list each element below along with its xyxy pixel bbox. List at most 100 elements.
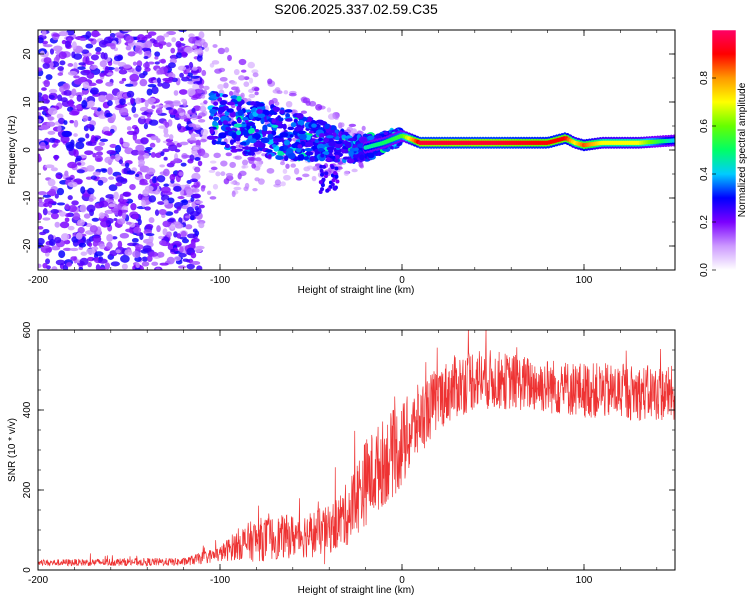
x-tick-label: 0 xyxy=(399,275,405,286)
spectral-blob xyxy=(256,113,266,118)
noise-blob xyxy=(283,174,291,181)
noise-blob xyxy=(145,233,155,237)
spectral-blob xyxy=(347,138,356,142)
noise-blob xyxy=(44,198,54,204)
noise-blob xyxy=(192,94,201,99)
noise-blob xyxy=(285,163,290,169)
noise-blob xyxy=(114,67,120,72)
noise-blob xyxy=(126,170,136,175)
spectral-blob xyxy=(318,180,323,185)
noise-blob xyxy=(135,65,142,72)
noise-blob xyxy=(194,205,199,211)
spectral-blob xyxy=(287,152,296,160)
noise-blob xyxy=(122,142,130,148)
noise-blob xyxy=(90,32,101,37)
noise-blob xyxy=(274,179,281,186)
noise-blob xyxy=(119,137,124,145)
noise-blob xyxy=(215,171,221,177)
noise-blob xyxy=(181,76,190,82)
noise-blob xyxy=(59,85,65,93)
noise-blob xyxy=(167,144,178,152)
chart-title: S206.2025.337.02.59.C35 xyxy=(274,1,438,17)
noise-blob xyxy=(203,100,208,105)
noise-blob xyxy=(41,94,49,101)
noise-blob xyxy=(115,144,122,153)
noise-blob xyxy=(73,62,78,70)
noise-blob xyxy=(134,97,142,104)
noise-blob xyxy=(196,54,203,62)
noise-blob xyxy=(83,213,91,219)
colorbar-bar xyxy=(712,30,736,270)
noise-blob xyxy=(86,72,95,79)
spectral-blob xyxy=(289,134,294,138)
noise-blob xyxy=(209,160,217,164)
noise-blob xyxy=(78,266,84,270)
spectral-blob xyxy=(209,127,215,135)
noise-blob xyxy=(45,258,51,265)
noise-blob xyxy=(214,68,222,74)
y-tick-label: 20 xyxy=(22,48,33,60)
noise-blob xyxy=(225,152,233,157)
noise-blob xyxy=(67,195,73,201)
noise-blob xyxy=(58,117,65,125)
noise-blob xyxy=(73,53,83,60)
noise-blob xyxy=(191,114,198,121)
noise-blob xyxy=(124,249,133,256)
noise-blob xyxy=(101,168,108,173)
spectral-blob xyxy=(305,151,314,156)
spectral-blob xyxy=(328,141,336,147)
noise-blob xyxy=(234,155,242,160)
noise-blob xyxy=(170,47,176,54)
noise-blob xyxy=(106,241,113,250)
noise-blob xyxy=(251,69,259,74)
noise-blob xyxy=(152,176,157,184)
noise-blob xyxy=(121,112,129,116)
noise-blob xyxy=(168,62,176,69)
spectral-blob xyxy=(383,131,389,135)
noise-blob xyxy=(228,90,234,96)
noise-blob xyxy=(125,116,132,121)
noise-blob xyxy=(244,182,250,190)
ridge-core xyxy=(671,138,675,143)
noise-blob xyxy=(151,261,159,266)
noise-blob xyxy=(157,82,163,87)
noise-blob xyxy=(99,267,106,270)
noise-blob xyxy=(71,88,77,97)
noise-blob xyxy=(253,87,260,92)
noise-blob xyxy=(256,161,262,168)
noise-blob xyxy=(162,168,170,177)
noise-blob xyxy=(42,217,51,221)
noise-blob xyxy=(192,193,201,199)
spectral-blob xyxy=(334,174,339,179)
noise-blob xyxy=(332,112,340,120)
spectral-blob xyxy=(359,154,365,161)
noise-blob xyxy=(105,112,113,118)
noise-blob xyxy=(179,72,184,78)
noise-blob xyxy=(118,69,128,75)
x-tick-label: 0 xyxy=(399,575,405,586)
noise-blob xyxy=(191,261,201,265)
noise-blob xyxy=(163,127,169,135)
noise-blob xyxy=(180,230,187,238)
noise-blob xyxy=(176,206,182,211)
noise-blob xyxy=(192,228,198,233)
noise-blob xyxy=(84,150,94,156)
noise-blob xyxy=(252,72,259,78)
noise-blob xyxy=(199,138,207,143)
noise-blob xyxy=(294,167,300,175)
spectral-blob xyxy=(319,164,324,169)
noise-blob xyxy=(143,55,149,60)
noise-blob xyxy=(79,257,89,266)
spectral-blob xyxy=(268,109,275,116)
spectral-blob xyxy=(317,137,324,142)
noise-blob xyxy=(120,178,128,184)
noise-blob xyxy=(143,152,150,159)
noise-blob xyxy=(125,221,132,225)
noise-blob xyxy=(181,199,189,206)
noise-blob xyxy=(41,87,47,91)
spectral-blob xyxy=(335,154,340,159)
noise-blob xyxy=(167,197,175,204)
spectral-blob xyxy=(236,95,242,102)
noise-blob xyxy=(60,135,70,144)
noise-blob xyxy=(229,161,236,168)
